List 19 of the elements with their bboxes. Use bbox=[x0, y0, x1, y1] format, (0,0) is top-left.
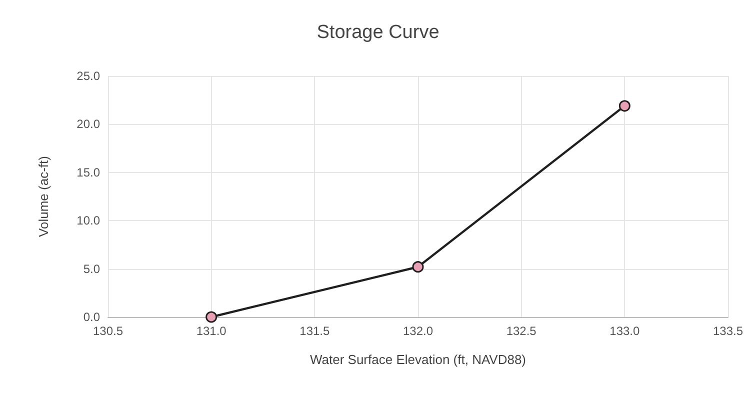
y-tick-label: 10.0 bbox=[76, 214, 100, 228]
chart-title: Storage Curve bbox=[316, 22, 440, 43]
y-axis-title: Volume (ac-ft) bbox=[36, 156, 51, 237]
x-tick-label: 133.0 bbox=[610, 324, 640, 338]
x-tick-label: 132.0 bbox=[402, 324, 434, 338]
x-tick-label: 131.0 bbox=[196, 324, 227, 338]
x-tick-label: 130.5 bbox=[92, 324, 124, 338]
x-tick-label: 132.5 bbox=[506, 324, 537, 338]
point bbox=[206, 311, 218, 323]
x-tick-label: 133.5 bbox=[712, 324, 744, 338]
y-tick-label: 0.0 bbox=[83, 310, 100, 324]
y-tick-label: 20.0 bbox=[76, 117, 100, 132]
x-tick-label: 131.5 bbox=[300, 324, 330, 338]
y-tick-label: 15.0 bbox=[76, 165, 100, 180]
y-tick-label: 25.0 bbox=[76, 69, 100, 83]
x-axis-title: Water Surface Elevation (ft, NAVD88) bbox=[310, 352, 526, 367]
point bbox=[412, 261, 424, 273]
y-tick-label: 5.0 bbox=[83, 262, 100, 276]
point bbox=[618, 100, 630, 112]
